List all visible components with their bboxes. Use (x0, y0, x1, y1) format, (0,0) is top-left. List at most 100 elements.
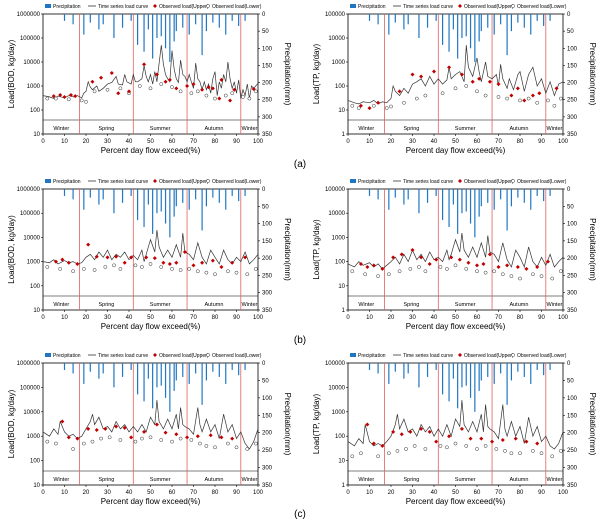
observed-lower-point (550, 454, 555, 459)
x-tick-label: 10 (61, 139, 68, 145)
observed-lower-point (464, 84, 469, 88)
legend-upper-swatch (458, 353, 462, 357)
legend-upper-label: Observed load(Upper) (464, 4, 514, 10)
observed-lower-point (445, 445, 449, 450)
season-label: Spring (403, 302, 419, 308)
observed-upper-point (434, 439, 439, 444)
y-tick-label: 100000 (325, 187, 346, 193)
x-tick-label: 50 (452, 139, 459, 145)
observed-lower-point (414, 96, 419, 101)
observed-lower-point (159, 265, 164, 269)
y2-tick-label: 300 (262, 466, 273, 472)
observed-upper-point (535, 441, 540, 446)
observed-upper-point (496, 82, 501, 87)
season-label: Winter (546, 302, 562, 308)
observed-lower-point (118, 438, 123, 442)
chart-panel-1: Winter Spring Summer Autumn Winter1010010001… (7, 4, 292, 155)
observed-upper-point (60, 419, 65, 424)
observed-lower-point (453, 86, 458, 91)
x-tick-label: 40 (126, 139, 133, 145)
y-tick-label: 10 (338, 459, 345, 465)
legend-upper-label: Observed load(Upper) (159, 4, 209, 10)
x-tick-label: 0 (346, 139, 350, 145)
y-tick-label: 1000000 (17, 187, 41, 193)
x-tick-label: 100 (558, 490, 569, 496)
y-tick-label: 1000 (27, 260, 41, 266)
observed-lower-point (170, 267, 174, 271)
observed-upper-point (219, 77, 224, 82)
x-axis-title: Percent day flow exceed(%) (101, 146, 201, 155)
season-label: Spring (98, 477, 114, 483)
legend-lower-swatch (511, 179, 515, 183)
legend-precip-swatch (350, 4, 356, 8)
observed-upper-point (62, 94, 67, 99)
observed-lower-point (402, 100, 406, 105)
y-tick-label: 1000000 (17, 12, 41, 18)
y-tick-label: 1000000 (17, 361, 41, 367)
legend-upper-swatch (458, 179, 462, 183)
season-label: Summer (150, 477, 171, 483)
observed-lower-point (376, 274, 380, 279)
observed-upper-point (554, 86, 559, 91)
observed-lower-point (45, 439, 50, 444)
observed-upper-point (496, 264, 501, 269)
observed-lower-point (363, 272, 368, 277)
y-tick-label: 100000 (20, 36, 41, 42)
observed-upper-point (232, 87, 237, 92)
x-tick-label: 0 (41, 315, 45, 321)
y2-tick-label: 0 (567, 12, 571, 18)
legend-precip-label: Precipitation (53, 4, 81, 10)
y2-axis-title: Precipitation(mm) (588, 43, 597, 106)
y2-tick-label: 200 (262, 81, 273, 87)
y2-tick-label: 50 (262, 378, 269, 384)
season-label: Winter (53, 126, 69, 132)
observed-upper-point (94, 427, 99, 432)
legend-lower-swatch (511, 4, 515, 8)
observed-lower-point (92, 89, 97, 94)
y-tick-label: 1000 (332, 60, 346, 66)
observed-upper-point (58, 93, 63, 98)
observed-upper-point (66, 260, 71, 265)
chart-panel-5: Winter Spring Summer Autumn Winter1010010001… (7, 353, 292, 506)
season-label: Winter (358, 302, 374, 308)
x-tick-label: 100 (253, 490, 264, 496)
observed-upper-point (365, 264, 370, 269)
observed-lower-point (359, 451, 363, 456)
x-tick-label: 50 (147, 490, 154, 496)
observed-upper-point (154, 72, 159, 77)
observed-lower-point (195, 89, 200, 94)
observed-lower-point (198, 441, 202, 446)
y-tick-label: 10000 (328, 385, 345, 391)
x-tick-label: 60 (169, 315, 176, 321)
season-label: Summer (150, 302, 171, 308)
observed-lower-point (440, 91, 445, 96)
observed-lower-point (492, 269, 497, 274)
observed-lower-point (509, 451, 514, 456)
observed-upper-point (459, 426, 464, 431)
x-tick-label: 30 (104, 490, 111, 496)
observed-upper-point (73, 94, 78, 99)
observed-lower-point (90, 439, 95, 444)
y-tick-label: 1000 (332, 410, 346, 416)
y2-axis-title: Precipitation(mm) (588, 218, 597, 281)
observed-upper-point (185, 435, 190, 440)
y2-tick-label: 200 (262, 256, 273, 262)
x-tick-label: 0 (346, 490, 350, 496)
x-tick-label: 30 (409, 490, 416, 496)
observed-lower-point (226, 269, 230, 274)
legend-curve-label: Time series load curve (98, 353, 148, 359)
y-tick-label: 10000 (328, 36, 345, 42)
x-tick-label: 0 (41, 490, 45, 496)
chart-panel-2: Winter Spring Summer Autumn Winter1101001000… (312, 4, 597, 155)
row-label-a: (a) (294, 159, 306, 170)
observed-upper-point (470, 79, 475, 84)
observed-lower-point (170, 85, 174, 89)
y2-tick-label: 200 (567, 431, 578, 437)
legend-precip-swatch (350, 353, 356, 357)
y2-axis-title: Precipitation(mm) (588, 393, 597, 456)
load-curve-line (347, 233, 564, 270)
x-tick-label: 10 (366, 490, 373, 496)
observed-upper-point (75, 436, 80, 441)
observed-lower-point (140, 436, 144, 441)
legend-curve-label: Time series load curve (98, 4, 148, 10)
